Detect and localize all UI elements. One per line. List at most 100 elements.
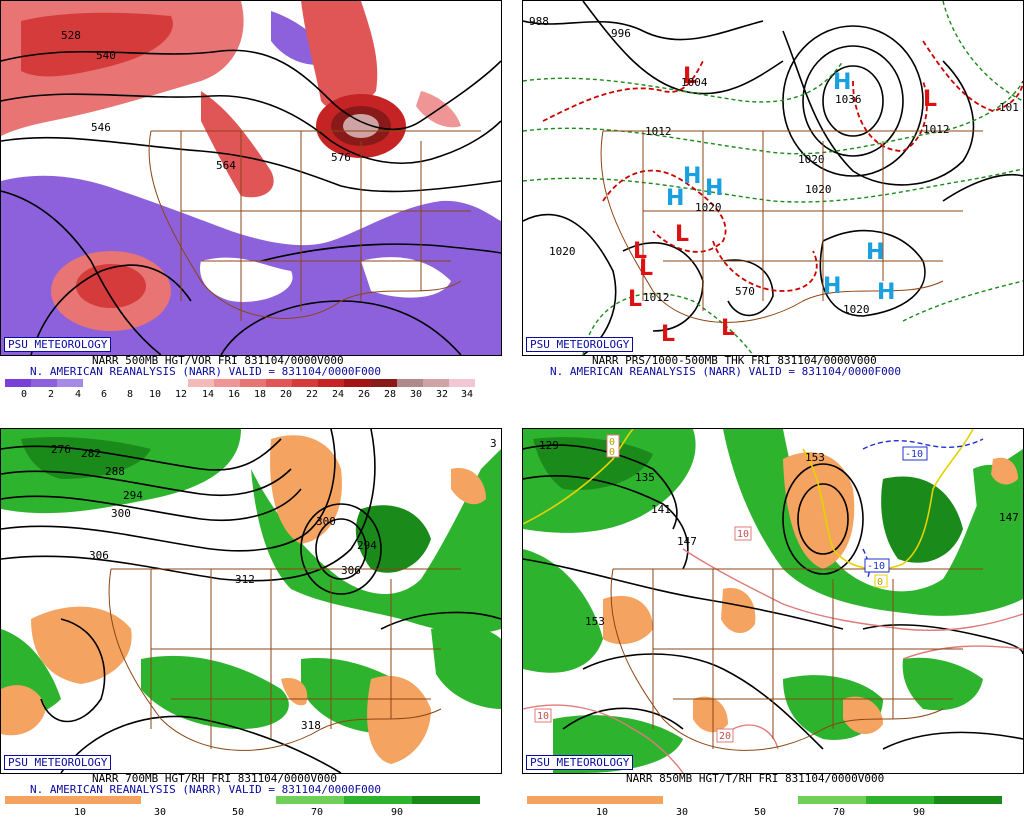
scale-label: 16 (227, 389, 241, 400)
caption-line1: NARR 850MB HGT/T/RH FRI 831104/0000V000 (626, 772, 885, 785)
high-marker: H (866, 240, 884, 265)
low-marker: L (683, 64, 697, 89)
scale-label: 8 (126, 389, 134, 400)
scale-label: 70 (832, 807, 846, 818)
contour-label: 153 (585, 615, 605, 628)
caption-line1: NARR 500MB HGT/VOR FRI 831104/0000V000 (92, 354, 344, 367)
scale-label: 10 (73, 807, 87, 818)
contour-label: 1020 (798, 153, 825, 166)
scale-label: 30 (675, 807, 689, 818)
contour-label: 147 (677, 535, 697, 548)
contour-label: 288 (105, 465, 125, 478)
contour-label: 1020 (805, 183, 832, 196)
color-scale (527, 796, 1003, 804)
high-marker: H (666, 186, 684, 211)
high-marker: H (683, 164, 701, 189)
contour-label: 294 (357, 539, 377, 552)
scale-label: 90 (390, 807, 404, 818)
contour-label: 141 (651, 503, 671, 516)
pressure-map: H H H H H H H L L L L L L L L 988 996 10… (523, 1, 1023, 355)
contour-label: 1020 (549, 245, 576, 258)
contour-label: 294 (123, 489, 143, 502)
scale-label: 50 (753, 807, 767, 818)
map-prs-thk: H H H H H H H L L L L L L L L 988 996 10… (522, 0, 1024, 356)
caption-line1: NARR 700MB HGT/RH FRI 831104/0000V000 (92, 772, 338, 785)
contour-label: 1020 (695, 201, 722, 214)
scale-label: 32 (435, 389, 449, 400)
contour-label: 153 (805, 451, 825, 464)
scale-labels: 10 30 50 70 90 (527, 807, 1002, 819)
contour-label: 570 (735, 285, 755, 298)
caption-line2: N. AMERICAN REANALYSIS (NARR) VALID = 83… (30, 783, 381, 796)
psu-badge: PSU METEOROLOGY (4, 337, 112, 352)
contour-label: 135 (635, 471, 655, 484)
caption-line2: N. AMERICAN REANALYSIS (NARR) VALID = 83… (30, 365, 381, 378)
scale-label: 22 (305, 389, 319, 400)
scale-label: 2 (47, 389, 55, 400)
panel-850mb: 129 135 141 147 153 153 147 0 0 10 -10 -… (522, 428, 1024, 819)
low-marker: L (628, 287, 642, 312)
contour-label: 1012 (923, 123, 950, 136)
panel-prs-thk: H H H H H H H L L L L L L L L 988 996 10… (522, 0, 1024, 402)
map-500mb: PSU METEOROLOGY 528 540 546 564 576 (0, 0, 502, 356)
contour-label: 101 (999, 101, 1019, 114)
color-scale (5, 379, 475, 387)
psu-badge: PSU METEOROLOGY (4, 755, 112, 770)
contour-label: 1036 (835, 93, 862, 106)
contour-label: 1020 (843, 303, 870, 316)
low-marker: L (923, 87, 937, 112)
scale-label: 24 (331, 389, 345, 400)
contour-label: 300 (111, 507, 131, 520)
high-marker: H (705, 176, 723, 201)
scale-label: 0 (20, 389, 28, 400)
low-marker: L (675, 222, 689, 247)
scale-label: 28 (383, 389, 397, 400)
contour-label: 318 (301, 719, 321, 732)
panel-500mb: PSU METEOROLOGY 528 540 546 564 576 NARR… (0, 0, 502, 402)
scale-labels: 10 30 50 70 90 (5, 807, 480, 819)
low-marker: L (633, 239, 647, 264)
scale-label: 12 (174, 389, 188, 400)
psu-badge: PSU METEOROLOGY (526, 337, 634, 352)
scale-label: 30 (153, 807, 167, 818)
isotherm-label: 20 (719, 731, 731, 742)
contour-label: 282 (81, 447, 101, 460)
scale-label: 70 (310, 807, 324, 818)
low-marker: L (661, 322, 675, 347)
contour-label: 306 (341, 564, 361, 577)
high-marker: H (823, 274, 841, 299)
scale-label: 14 (201, 389, 215, 400)
panel-700mb: 276 282 288 294 300 306 312 300 306 294 … (0, 428, 502, 819)
isotherm-label: 10 (537, 711, 549, 722)
isotherm-label: -10 (867, 561, 885, 572)
caption-line1: NARR PRS/1000-500MB THK FRI 831104/0000V… (592, 354, 877, 367)
scale-label: 20 (279, 389, 293, 400)
contour-label: 147 (999, 511, 1019, 524)
low-marker: L (639, 256, 653, 281)
high-marker: H (833, 70, 851, 95)
contour-label: 988 (529, 15, 549, 28)
contour-label: 276 (51, 443, 71, 456)
scale-label: 90 (912, 807, 926, 818)
low-marker: L (721, 316, 735, 341)
map-700mb: 276 282 288 294 300 306 312 300 306 294 … (0, 428, 502, 774)
contour-label: 3 (490, 437, 497, 450)
isotherm-label: 0 (609, 447, 615, 458)
contour-label: 1012 (643, 291, 670, 304)
scale-label: 4 (74, 389, 82, 400)
color-scale (5, 796, 481, 804)
isotherm-label: 0 (609, 437, 615, 448)
contour-label: 306 (89, 549, 109, 562)
scale-label: 10 (595, 807, 609, 818)
temperature-humidity-map: 129 135 141 147 153 153 147 0 0 10 -10 -… (523, 429, 1023, 773)
scale-label: 26 (357, 389, 371, 400)
scale-label: 34 (460, 389, 474, 400)
vorticity-map (1, 1, 501, 355)
high-marker: H (877, 280, 895, 305)
scale-label: 18 (253, 389, 267, 400)
contour-label: 1012 (645, 125, 672, 138)
scale-label: 6 (100, 389, 108, 400)
psu-badge: PSU METEOROLOGY (526, 755, 634, 770)
caption-line2: N. AMERICAN REANALYSIS (NARR) VALID = 83… (550, 365, 901, 378)
scale-label: 10 (148, 389, 162, 400)
